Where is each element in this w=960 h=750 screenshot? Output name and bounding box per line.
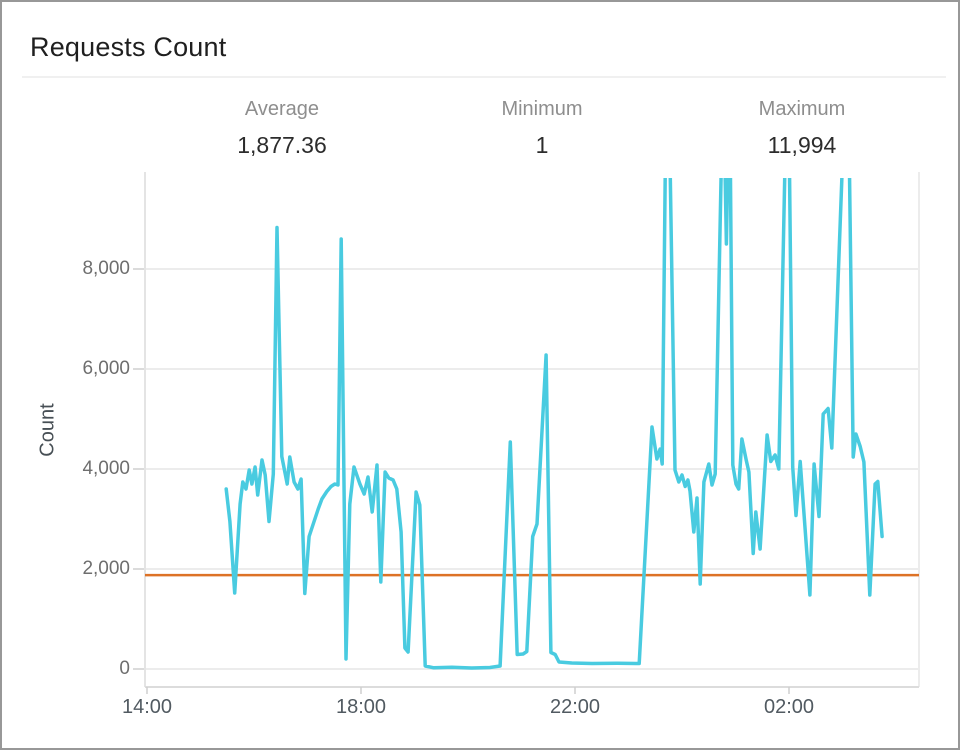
stat-average-value: 1,877.36 — [237, 132, 327, 158]
stat-maximum-value: 11,994 — [767, 132, 837, 158]
stat-minimum: Minimum 1 — [412, 98, 672, 159]
widget-title: Requests Count — [30, 32, 227, 62]
y-tick-label: 0 — [119, 658, 130, 679]
stat-maximum: Maximum 11,994 — [672, 98, 932, 159]
y-tick-label: 8,000 — [82, 258, 130, 279]
y-tick-label: 2,000 — [82, 558, 130, 579]
x-tick-label: 18:00 — [335, 696, 387, 718]
y-axis-title: Count — [36, 403, 59, 457]
x-tick-label: 14:00 — [121, 696, 173, 718]
series-line — [224, 178, 884, 670]
stat-minimum-value: 1 — [535, 132, 549, 158]
x-tick-label: 02:00 — [763, 696, 815, 718]
y-tick-label: 6,000 — [82, 358, 130, 379]
stat-minimum-label: Minimum — [501, 98, 583, 120]
summary-stats: Average 1,877.36 Minimum 1 Maximum 11,99… — [152, 98, 932, 159]
y-tick-label: 4,000 — [82, 458, 130, 479]
stat-average: Average 1,877.36 — [152, 98, 412, 159]
header-divider — [22, 76, 946, 78]
x-tick-label: 22:00 — [549, 696, 601, 718]
stat-average-label: Average — [244, 98, 320, 120]
stat-maximum-label: Maximum — [758, 98, 846, 120]
